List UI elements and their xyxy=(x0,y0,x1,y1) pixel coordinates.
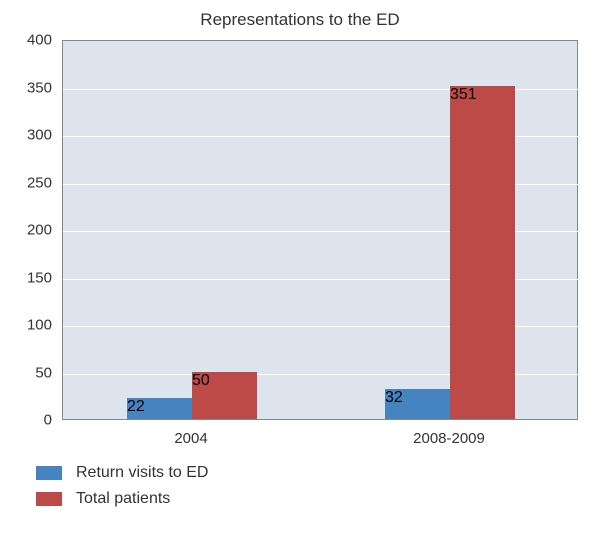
bar: 351 xyxy=(450,86,515,419)
y-tick-label: 250 xyxy=(0,174,52,191)
x-tick-label: 2008-2009 xyxy=(413,430,485,447)
y-tick-label: 350 xyxy=(0,79,52,96)
y-tick-label: 150 xyxy=(0,269,52,286)
y-tick-label: 200 xyxy=(0,222,52,239)
x-tick-label: 2004 xyxy=(174,430,207,447)
legend-swatch xyxy=(36,466,62,480)
legend-label: Return visits to ED xyxy=(76,464,208,482)
bar: 32 xyxy=(385,389,450,419)
legend-item: Return visits to ED xyxy=(36,464,208,482)
bar: 50 xyxy=(192,372,257,420)
chart-title: Representations to the ED xyxy=(0,10,600,30)
y-tick-label: 300 xyxy=(0,127,52,144)
legend-swatch xyxy=(36,492,62,506)
y-tick-label: 400 xyxy=(0,32,52,49)
legend: Return visits to ED Total patients xyxy=(36,464,208,516)
legend-item: Total patients xyxy=(36,490,208,508)
y-tick-label: 0 xyxy=(0,412,52,429)
legend-label: Total patients xyxy=(76,490,170,508)
bar: 22 xyxy=(127,398,192,419)
y-tick-label: 100 xyxy=(0,317,52,334)
plot-area: 2250 32351 xyxy=(62,40,578,420)
y-tick-label: 50 xyxy=(0,364,52,381)
